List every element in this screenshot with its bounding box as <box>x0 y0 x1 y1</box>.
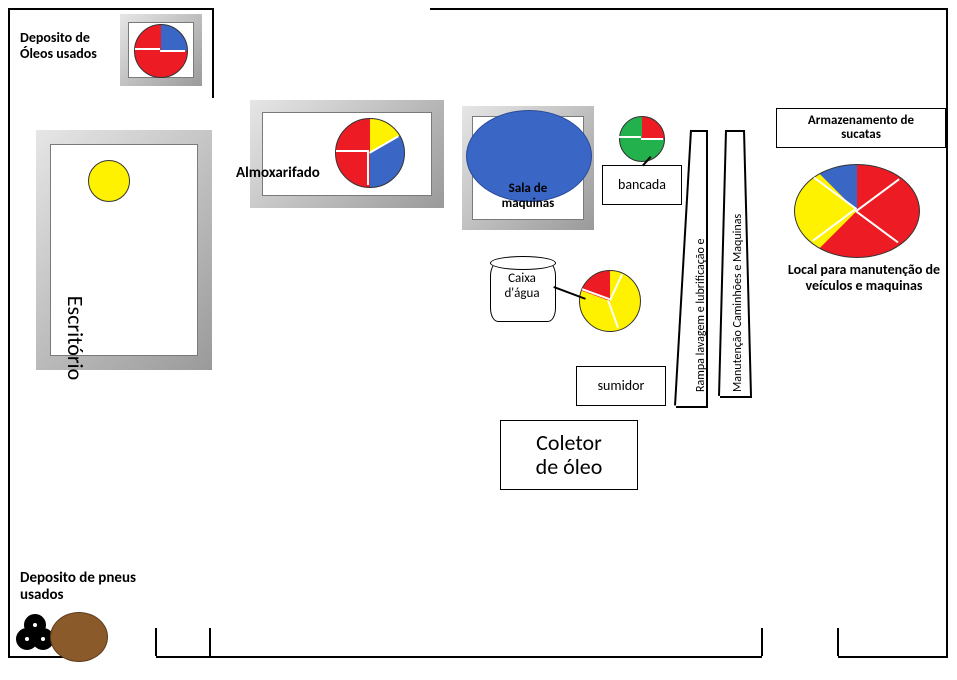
pie-oleos-div <box>135 48 160 50</box>
box-sumidor: sumidor <box>576 366 666 406</box>
tire-2 <box>24 614 46 636</box>
gate-tick-s <box>837 628 839 656</box>
border-top-right <box>430 8 948 10</box>
border-top-left-stub <box>212 8 214 98</box>
border-left <box>8 8 10 658</box>
border-top-left <box>8 8 214 10</box>
label-sala: Sala demaquinas <box>480 182 576 212</box>
gate-tick <box>761 628 763 656</box>
pie-almox-div <box>367 152 369 185</box>
label-manut-caminhoes: Manutenção Caminhões e Maquinas <box>732 214 746 392</box>
quad-manut-top <box>727 130 745 132</box>
border-bottom-2 <box>838 656 948 658</box>
pie-bancada-div <box>619 136 641 138</box>
label-local-manut: Local para manutenção deveículos e maqui… <box>780 262 948 294</box>
box-coletor: Coletorde óleo <box>500 420 638 490</box>
quad-manut-bot <box>720 396 752 398</box>
label-deposito-pneus: Deposito de pneususados <box>20 570 160 605</box>
label-almoxarifado: Almoxarifado <box>236 165 346 182</box>
border-bottom-1 <box>156 656 762 658</box>
border-right <box>946 8 948 658</box>
ellipse-brown <box>50 612 108 662</box>
label-deposito-oleos: Deposito deÓleos usados <box>20 30 114 62</box>
label-caixa: Caixad'água <box>490 272 554 302</box>
quad-rampa-bot <box>676 406 708 408</box>
label-rampa: Rampa lavagem e lubrificação e <box>695 238 709 392</box>
box-armazenamento: Armazenamento desucatas <box>776 108 946 148</box>
pie-bancada-div <box>641 138 663 140</box>
gate-tick-s <box>155 628 157 656</box>
pie-escritorio-dot <box>88 160 130 202</box>
gate-tick <box>209 628 211 656</box>
pie-caixa <box>579 270 641 332</box>
box-bancada: bancada <box>602 165 682 205</box>
label-escritorio: Escritório <box>63 258 88 418</box>
floorplan-stage: bancada sumidor Coletorde óleo Armazenament… <box>0 0 957 680</box>
pie-oleos-div <box>160 50 185 52</box>
quad-manut-l <box>719 130 727 396</box>
pie-almox-div <box>336 150 369 152</box>
